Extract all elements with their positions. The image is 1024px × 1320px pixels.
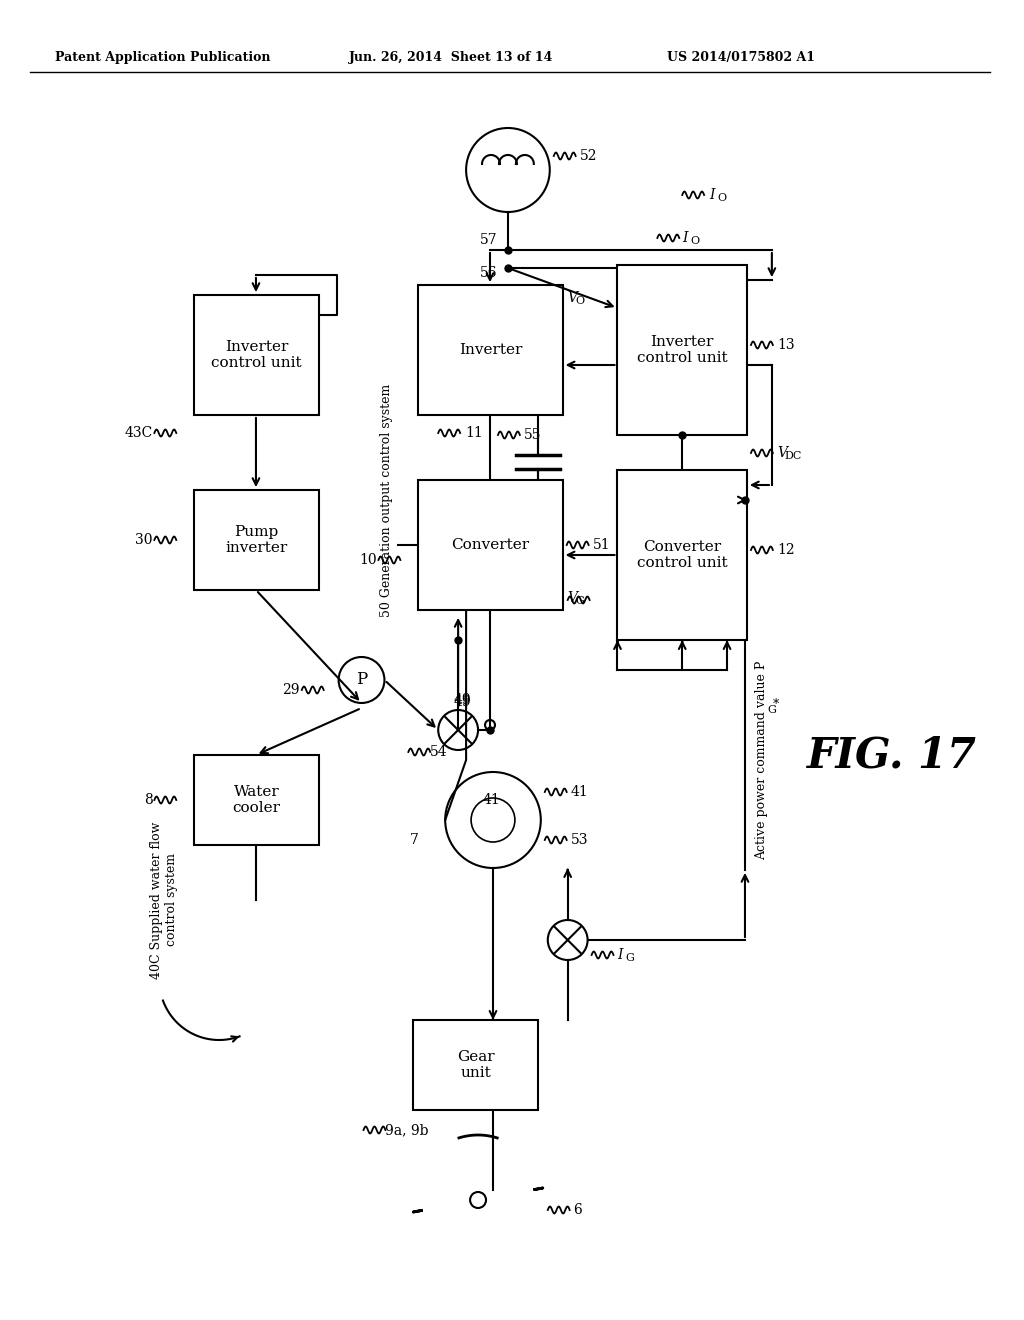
- Text: 40C Supplied water flow
control system: 40C Supplied water flow control system: [151, 821, 178, 978]
- Text: 50 Generation output control system: 50 Generation output control system: [380, 383, 393, 616]
- Text: Pump
inverter: Pump inverter: [225, 525, 288, 556]
- Bar: [418, 285, 563, 414]
- Text: 43C: 43C: [124, 426, 153, 440]
- Text: FIG. 17: FIG. 17: [807, 734, 977, 776]
- Text: 49: 49: [454, 693, 471, 708]
- Text: 55: 55: [524, 428, 542, 442]
- Text: 29: 29: [283, 682, 300, 697]
- Text: 8: 8: [143, 793, 153, 807]
- Text: 13: 13: [777, 338, 795, 352]
- Text: I: I: [682, 231, 688, 246]
- Text: 41: 41: [570, 785, 589, 799]
- Text: 51: 51: [593, 539, 610, 552]
- Text: 11: 11: [465, 426, 483, 440]
- Text: 10: 10: [358, 553, 377, 568]
- Text: V: V: [567, 290, 578, 305]
- Text: G: G: [575, 597, 585, 606]
- Text: G: G: [767, 705, 776, 715]
- Text: I: I: [709, 187, 715, 202]
- Text: 30: 30: [135, 533, 153, 546]
- Bar: [617, 265, 746, 436]
- Text: Patent Application Publication: Patent Application Publication: [54, 51, 270, 65]
- Text: Converter
control unit: Converter control unit: [637, 540, 727, 570]
- Text: 49: 49: [454, 696, 471, 709]
- Text: Inverter
control unit: Inverter control unit: [637, 335, 727, 366]
- Text: 7: 7: [411, 833, 419, 847]
- Text: O: O: [575, 296, 585, 306]
- Text: 54: 54: [430, 744, 447, 759]
- Text: 56: 56: [480, 267, 498, 280]
- Bar: [195, 490, 318, 590]
- Text: DC: DC: [784, 451, 802, 461]
- Text: O: O: [690, 236, 699, 246]
- Text: 9a, 9b: 9a, 9b: [385, 1123, 429, 1137]
- Bar: [195, 755, 318, 845]
- Text: G: G: [626, 953, 634, 964]
- Text: Converter: Converter: [452, 539, 529, 552]
- Text: Gear
unit: Gear unit: [457, 1049, 495, 1080]
- Text: V: V: [777, 446, 786, 459]
- Text: Water
cooler: Water cooler: [232, 785, 281, 814]
- Text: US 2014/0175802 A1: US 2014/0175802 A1: [668, 51, 815, 65]
- Text: O: O: [717, 193, 726, 203]
- Text: I: I: [617, 948, 623, 962]
- Bar: [617, 470, 746, 640]
- Text: 52: 52: [580, 149, 597, 162]
- Bar: [195, 294, 318, 414]
- Text: P: P: [356, 672, 368, 689]
- Text: *: *: [773, 698, 779, 711]
- Text: 53: 53: [570, 833, 588, 847]
- Text: Jun. 26, 2014  Sheet 13 of 14: Jun. 26, 2014 Sheet 13 of 14: [348, 51, 553, 65]
- Text: Inverter: Inverter: [459, 343, 522, 356]
- Bar: [418, 480, 563, 610]
- Text: Inverter
control unit: Inverter control unit: [211, 339, 302, 370]
- Text: Active power command value P: Active power command value P: [756, 660, 768, 859]
- Text: 12: 12: [777, 543, 795, 557]
- Text: 6: 6: [572, 1203, 582, 1217]
- Bar: [414, 1020, 538, 1110]
- Text: 57: 57: [480, 234, 498, 247]
- Text: V: V: [567, 591, 578, 605]
- Text: 41: 41: [483, 793, 501, 807]
